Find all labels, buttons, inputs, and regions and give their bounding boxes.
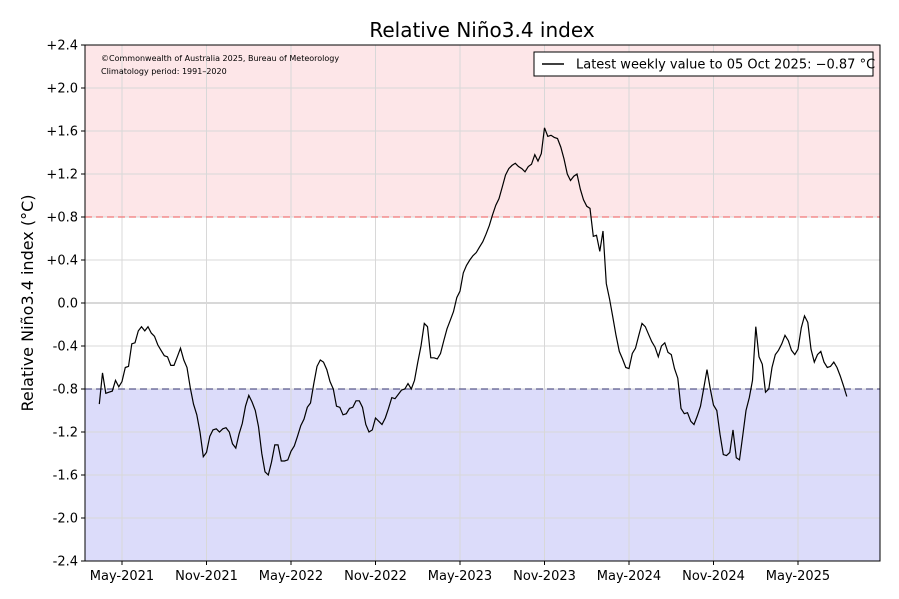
plot-frame: [84, 44, 881, 562]
y-tick-label: 0.0: [57, 297, 78, 312]
y-tick-label: +1.2: [46, 168, 78, 183]
x-tick-label: May-2021: [90, 569, 154, 584]
y-tick-label: -2.0: [53, 512, 78, 527]
series-line: [98, 127, 848, 477]
y-tick-label: +1.6: [46, 125, 78, 140]
y-tick-label: +0.4: [46, 254, 78, 269]
y-tick-label: -0.4: [53, 340, 78, 355]
y-tick-label: +2.4: [46, 39, 78, 54]
x-tick-label: May-2024: [597, 569, 661, 584]
climatology-note: Climatology period: 1991–2020: [101, 67, 227, 76]
copyright-note: ©Commonwealth of Australia 2025, Bureau …: [101, 54, 339, 63]
y-axis-label: Relative Niño3.4 index (°C): [18, 195, 37, 412]
y-tick-label: +0.8: [46, 211, 78, 226]
x-tick-label: May-2025: [766, 569, 830, 584]
x-tick-label: May-2022: [259, 569, 323, 584]
legend-label: Latest weekly value to 05 Oct 2025: −0.8…: [576, 58, 875, 73]
x-tick-label: Nov-2022: [344, 569, 407, 584]
y-tick-label: -1.6: [53, 469, 78, 484]
plot-area: +2.4 +2.0 +1.6 +1.2 +0.8 +0.4 0.0 -0.4 -0.8 -1.2 -…: [46, 39, 881, 584]
legend-box: [533, 51, 874, 77]
y-tick-label: +2.0: [46, 82, 78, 97]
x-tick-label: Nov-2021: [175, 569, 238, 584]
y-tick-label: -1.2: [53, 426, 78, 441]
y-tick-label: -2.4: [53, 555, 78, 570]
x-tick-label: Nov-2024: [682, 569, 745, 584]
y-tick-label: -0.8: [53, 383, 78, 398]
chart-title: Relative Niño3.4 index: [369, 18, 594, 42]
x-tick-label: May-2023: [428, 569, 492, 584]
x-tick-label: Nov-2023: [513, 569, 576, 584]
